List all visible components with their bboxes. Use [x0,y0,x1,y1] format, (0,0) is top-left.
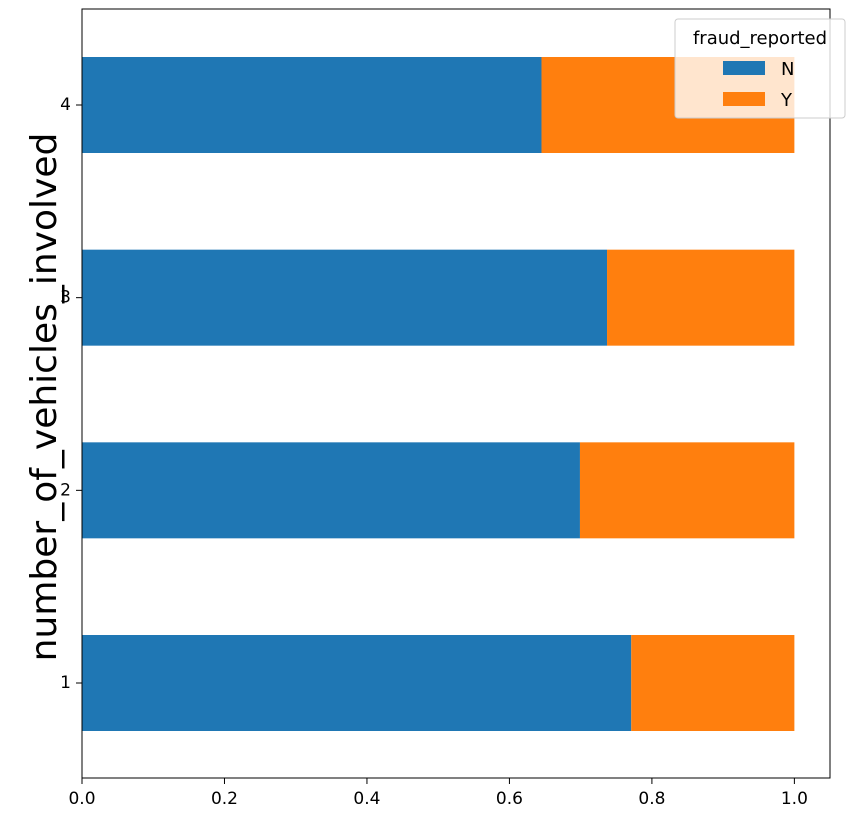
bar-n-3 [82,249,608,346]
legend-label-y: Y [780,90,793,111]
legend: fraud_reported N Y [674,18,846,119]
x-tick-label: 0.8 [638,789,665,809]
bar-n-1 [82,635,632,731]
bar-y-2 [579,442,795,539]
y-axis-label: number_of_vehicles_involved [24,133,65,662]
legend-title: fraud_reported [693,28,827,49]
bar-n-4 [82,57,542,153]
bar-y-1 [631,635,795,731]
x-tick-label: 0.4 [353,789,380,809]
y-tick-label: 3 [60,288,71,308]
legend-label-n: N [781,59,794,80]
y-tick-label: 4 [60,95,71,115]
bar-n-2 [82,442,580,539]
x-tick-label: 1.0 [781,789,808,809]
x-tick-label: 0.6 [496,789,523,809]
plot-area-frame [81,8,831,779]
x-tick-label: 0.0 [68,789,95,809]
y-tick-label: 1 [60,673,71,693]
x-axis: 0.0 0.2 0.4 0.6 0.8 1.0 [68,778,808,809]
x-tick-label: 0.2 [211,789,238,809]
legend-swatch-n [723,61,765,75]
y-axis: 1 2 3 4 [60,95,82,693]
bar-y-3 [607,249,795,346]
y-tick-label: 2 [60,480,71,500]
legend-swatch-y [723,92,765,106]
bars-group [82,57,795,731]
